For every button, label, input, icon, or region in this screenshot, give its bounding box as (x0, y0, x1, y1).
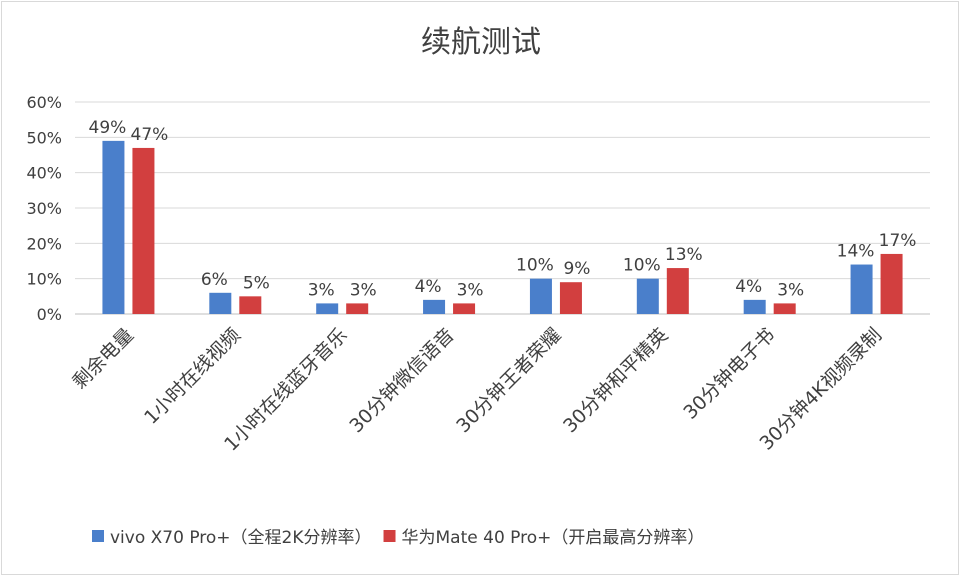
y-tick-label: 10% (26, 270, 62, 289)
data-label: 49% (89, 118, 127, 138)
y-tick-label: 40% (26, 164, 62, 183)
x-tick-label: 1小时在线视频 (140, 324, 245, 429)
x-tick-label: 剩余电量 (69, 324, 138, 393)
bar-huawei (559, 282, 582, 314)
bar-huawei (453, 303, 476, 314)
y-tick-label: 50% (26, 128, 62, 147)
data-label: 5% (243, 273, 270, 293)
x-tick-label: 30分钟王者荣耀 (452, 324, 565, 437)
legend-label: vivo X70 Pro+（全程2K分辨率） (110, 528, 372, 548)
data-label: 10% (623, 256, 661, 276)
legend-swatch (383, 530, 396, 542)
data-label: 14% (837, 242, 875, 262)
x-tick-label: 30分钟微信语音 (345, 324, 458, 437)
legend-label: 华为Mate 40 Pro+（开启最高分辨率） (402, 528, 705, 548)
data-label: 3% (457, 280, 484, 300)
legend: vivo X70 Pro+（全程2K分辨率） 华为Mate 40 Pro+（开启最… (92, 528, 704, 548)
bar-vivo (850, 264, 873, 314)
chart-title: 续航测试 (421, 25, 541, 60)
bar-huawei (666, 268, 689, 314)
x-tick-label: 30分钟和平精英 (559, 324, 672, 437)
bar-huawei (132, 147, 155, 314)
bar-vivo (636, 278, 659, 314)
bar-vivo (423, 299, 446, 314)
data-label: 10% (516, 256, 554, 276)
bar-vivo (316, 303, 339, 314)
data-label: 47% (131, 125, 169, 145)
data-label: 13% (665, 245, 703, 265)
bar-vivo (209, 292, 232, 314)
x-tick-label: 30分钟电子书 (679, 324, 779, 424)
bar-huawei (880, 253, 903, 314)
data-label: 3% (350, 280, 377, 300)
bar-vivo (529, 278, 552, 314)
bar-huawei (239, 296, 262, 314)
data-label: 4% (415, 277, 442, 297)
data-label: 17% (879, 231, 917, 251)
y-tick-label: 20% (26, 234, 62, 253)
legend-swatch (92, 530, 104, 542)
data-label: 4% (735, 277, 762, 297)
data-label: 6% (201, 270, 228, 290)
bar-huawei (346, 303, 369, 314)
bar-vivo (102, 140, 125, 314)
bar-vivo (743, 299, 766, 314)
data-label: 3% (308, 280, 335, 300)
data-label: 3% (777, 280, 804, 300)
y-tick-label: 60% (26, 93, 62, 112)
y-tick-label: 0% (37, 305, 62, 324)
data-label: 9% (563, 259, 590, 279)
y-tick-label: 30% (26, 199, 62, 218)
bar-huawei (773, 303, 796, 314)
